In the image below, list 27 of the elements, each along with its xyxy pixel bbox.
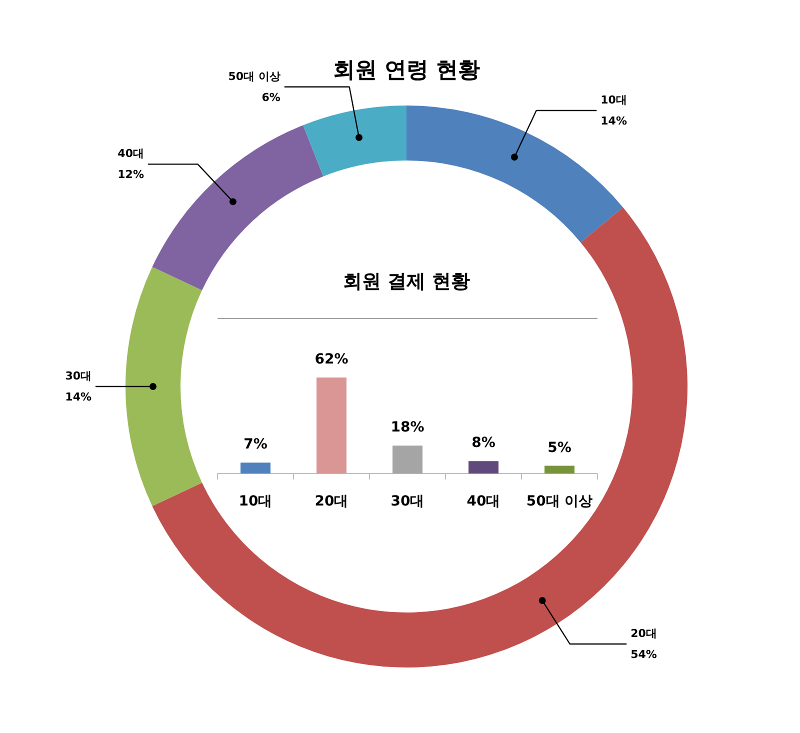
data-label: 54% <box>630 648 657 662</box>
data-label: 5% <box>548 440 572 456</box>
x-tick-label: 10대 <box>238 494 272 510</box>
slice-label: 30대 <box>65 370 92 382</box>
data-label: 62% <box>314 352 348 368</box>
data-label: 14% <box>600 114 627 128</box>
x-tick-label: 50대 이상 <box>526 494 593 510</box>
slice-label: 40대 <box>118 147 144 160</box>
bar <box>468 461 498 474</box>
x-tick-label: 30대 <box>390 494 424 510</box>
data-label: 6% <box>262 90 280 104</box>
slice-label: 20대 <box>630 627 657 640</box>
bar <box>240 462 270 474</box>
chart-title: 회원 결제 현황 <box>342 270 470 292</box>
bar <box>544 466 574 474</box>
x-tick-label: 20대 <box>314 494 348 510</box>
chart-title: 회원 연령 현황 <box>332 58 480 83</box>
data-label: 7% <box>244 436 268 453</box>
slice-label: 10대 <box>600 94 627 107</box>
slice-label: 50대 이상 <box>228 70 280 83</box>
bar <box>316 378 346 474</box>
data-label: 14% <box>65 390 92 404</box>
data-label: 12% <box>118 168 144 182</box>
data-label: 8% <box>472 435 496 452</box>
x-tick-label: 40대 <box>466 494 500 510</box>
data-label: 18% <box>390 420 424 436</box>
bar <box>392 446 422 474</box>
